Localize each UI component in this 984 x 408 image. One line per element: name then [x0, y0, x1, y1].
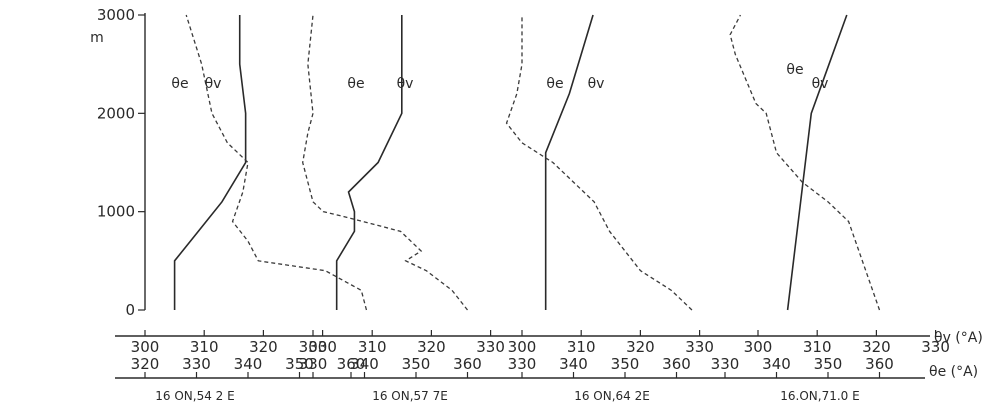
theta-e-tick-label: 340	[234, 355, 263, 373]
theta-e-line	[505, 15, 693, 311]
theta-e-tick-label: 360	[865, 355, 894, 373]
panel-location-label: 16 ON,54 2 E	[155, 389, 234, 403]
theta-v-line	[173, 15, 247, 310]
theta-v-tick-label: 310	[803, 338, 832, 356]
theta-v-curve-label: θv	[397, 76, 414, 92]
theta-v-tick-label: 300	[744, 338, 773, 356]
theta-v-tick-label: 300	[508, 338, 537, 356]
theta-e-tick-label: 360	[453, 355, 482, 373]
y-tick-label: 2000	[97, 104, 135, 122]
theta-e-tick-label: 350	[402, 355, 431, 373]
theta-v-tick-label: 330	[921, 338, 950, 356]
theta-e-tick-label: 330	[182, 355, 211, 373]
theta-e-tick-label: 360	[662, 355, 691, 373]
theta-e-line	[185, 14, 368, 311]
theta-e-tick-label: 330	[711, 355, 740, 373]
theta-v-tick-label: 330	[308, 338, 337, 356]
theta-e-tick-label: 350	[285, 355, 314, 373]
theta-e-axis-label: θe (°A)	[929, 364, 978, 380]
theta-e-tick-label: 360	[337, 355, 366, 373]
theta-e-tick-label: 320	[131, 355, 160, 373]
theta-e-tick-label: 350	[611, 355, 640, 373]
theta-e-curve-label: θe	[546, 76, 563, 92]
theta-v-tick-label: 320	[417, 338, 446, 356]
theta-e-line	[302, 14, 469, 311]
theta-e-line	[729, 14, 881, 311]
theta-e-tick-label: 340	[762, 355, 791, 373]
theta-v-tick-label: 310	[567, 338, 596, 356]
theta-v-tick-label: 310	[190, 338, 219, 356]
theta-v-tick-label: 330	[476, 338, 505, 356]
theta-v-tick-label: 300	[131, 338, 160, 356]
theta-v-curve-label: θv	[588, 76, 605, 92]
theta-e-tick-label: 330	[508, 355, 537, 373]
theta-v-tick-label: 320	[249, 338, 278, 356]
theta-v-tick-label: 330	[685, 338, 714, 356]
theta-e-tick-label: 340	[350, 355, 379, 373]
theta-e-curve-label: θe	[786, 62, 803, 78]
theta-v-line	[335, 15, 403, 310]
theta-e-tick-label: 330	[299, 355, 328, 373]
theta-e-tick-label: 350	[814, 355, 843, 373]
theta-v-line	[786, 14, 848, 311]
theta-v-tick-label: 320	[862, 338, 891, 356]
theta-v-line	[544, 14, 594, 310]
theta-e-curve-label: θe	[347, 76, 364, 92]
theta-e-curve-label: θe	[171, 76, 188, 92]
panel-location-label: 16 ON,64 2E	[574, 389, 650, 403]
theta-e-tick-label: 340	[559, 355, 588, 373]
y-axis-unit: m	[90, 30, 104, 46]
theta-v-tick-label: 310	[358, 338, 387, 356]
panel-location-label: 16 ON,57 7E	[372, 389, 448, 403]
y-tick-label: 0	[125, 301, 135, 319]
theta-v-curve-label: θv	[812, 76, 829, 92]
y-tick-label: 3000	[97, 6, 135, 24]
theta-v-tick-label: 320	[626, 338, 655, 356]
panel-location-label: 16.ON,71.0 E	[780, 389, 859, 403]
theta-v-axis-label: θv (°A)	[934, 330, 983, 346]
theta-v-tick-label: 300	[299, 338, 328, 356]
theta-v-curve-label: θv	[205, 76, 222, 92]
y-tick-label: 1000	[97, 203, 135, 221]
